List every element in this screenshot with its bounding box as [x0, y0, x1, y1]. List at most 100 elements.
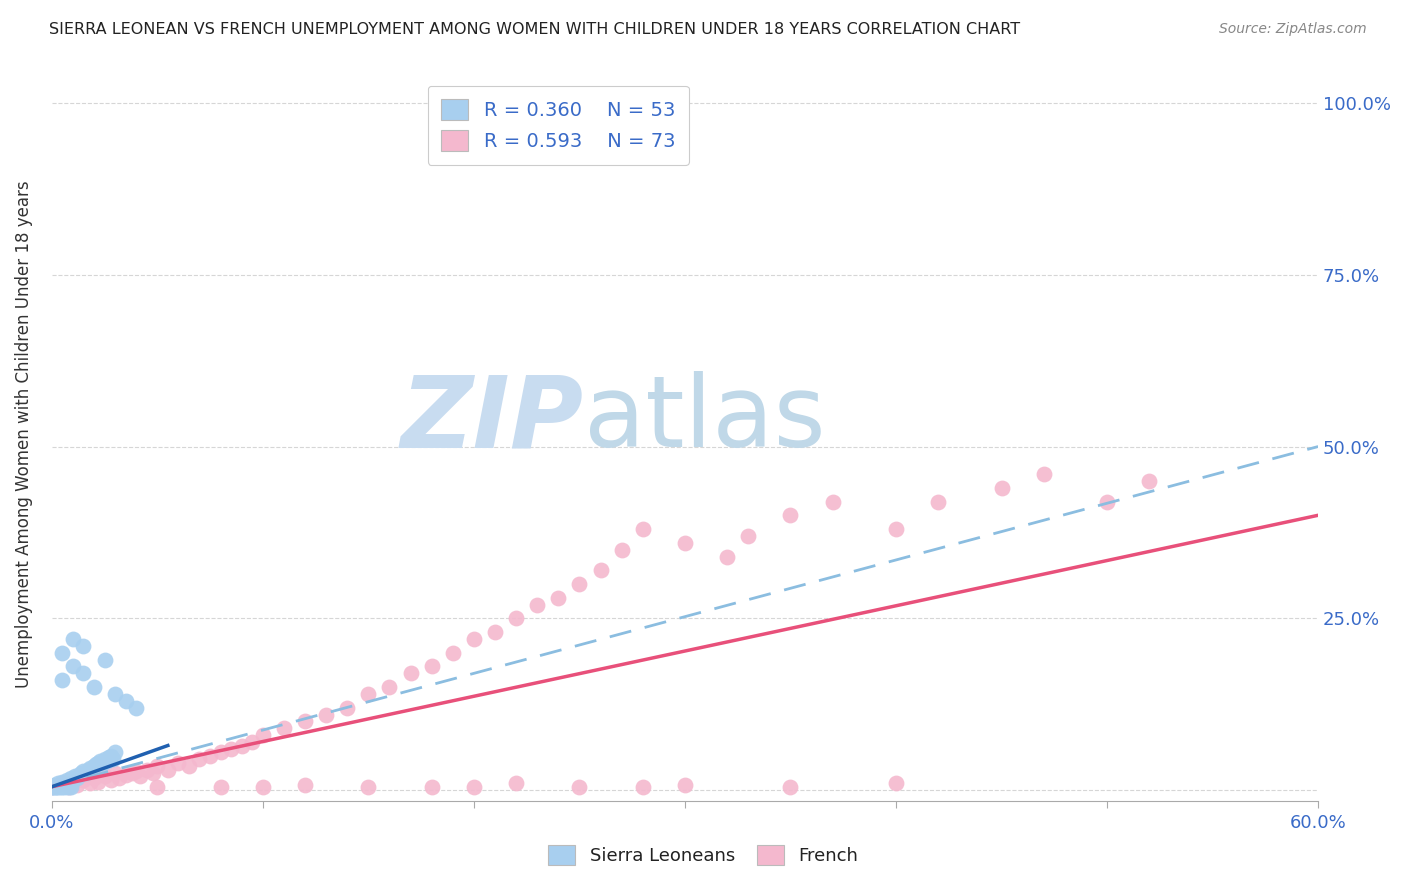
Point: [46, 778, 69, 792]
Point: [58, 780, 80, 794]
Point: [610, 542, 633, 557]
Point: [42, 778, 65, 792]
Point: [378, 680, 401, 694]
Point: [51, 673, 73, 688]
Point: [104, 745, 127, 759]
Point: [357, 780, 380, 794]
Point: [53, 776, 76, 790]
Point: [441, 646, 464, 660]
Point: [219, 742, 242, 756]
Point: [505, 611, 527, 625]
Point: [631, 522, 654, 536]
Point: [59, 780, 82, 794]
Point: [93, 752, 115, 766]
Point: [75, 766, 97, 780]
Point: [336, 700, 359, 714]
Point: [72, 764, 94, 778]
Point: [1137, 474, 1160, 488]
Point: [420, 780, 443, 794]
Point: [55, 772, 77, 787]
Point: [66, 771, 89, 785]
Point: [1032, 467, 1054, 481]
Point: [779, 508, 801, 523]
Legend: R = 0.360    N = 53, R = 0.593    N = 73: R = 0.360 N = 53, R = 0.593 N = 73: [427, 86, 689, 165]
Point: [93, 769, 115, 783]
Point: [46, 778, 69, 792]
Point: [188, 752, 211, 766]
Point: [231, 739, 253, 753]
Point: [62, 775, 84, 789]
Legend: Sierra Leoneans, French: Sierra Leoneans, French: [541, 838, 865, 872]
Text: atlas: atlas: [583, 371, 825, 468]
Y-axis label: Unemployment Among Women with Children Under 18 years: Unemployment Among Women with Children U…: [15, 181, 32, 689]
Point: [357, 687, 380, 701]
Point: [45, 780, 67, 794]
Point: [79, 776, 101, 790]
Point: [463, 632, 485, 646]
Point: [100, 772, 122, 787]
Point: [399, 666, 422, 681]
Text: Source: ZipAtlas.com: Source: ZipAtlas.com: [1219, 22, 1367, 37]
Point: [990, 481, 1012, 495]
Point: [91, 757, 114, 772]
Point: [41, 780, 63, 794]
Point: [526, 598, 548, 612]
Point: [41, 780, 63, 794]
Point: [42, 780, 65, 794]
Point: [252, 728, 274, 742]
Point: [104, 687, 127, 701]
Point: [927, 494, 949, 508]
Point: [821, 494, 844, 508]
Point: [72, 639, 94, 653]
Point: [45, 780, 67, 794]
Point: [101, 752, 124, 766]
Point: [209, 780, 232, 794]
Point: [83, 759, 105, 773]
Point: [80, 764, 103, 778]
Text: ZIP: ZIP: [401, 371, 583, 468]
Point: [58, 775, 80, 789]
Point: [315, 707, 337, 722]
Point: [51, 775, 73, 789]
Point: [884, 776, 907, 790]
Point: [41, 780, 63, 794]
Point: [62, 659, 84, 673]
Point: [51, 776, 73, 790]
Point: [568, 780, 591, 794]
Point: [59, 771, 82, 785]
Point: [55, 780, 77, 794]
Point: [252, 780, 274, 794]
Point: [114, 694, 136, 708]
Point: [631, 780, 654, 794]
Point: [177, 759, 200, 773]
Point: [67, 768, 90, 782]
Point: [87, 775, 110, 789]
Point: [547, 591, 569, 605]
Point: [568, 577, 591, 591]
Point: [104, 766, 127, 780]
Point: [737, 529, 759, 543]
Point: [66, 778, 89, 792]
Point: [156, 763, 179, 777]
Point: [93, 652, 115, 666]
Point: [167, 756, 190, 770]
Point: [83, 771, 105, 785]
Point: [89, 755, 111, 769]
Point: [51, 646, 73, 660]
Point: [72, 666, 94, 681]
Point: [70, 766, 93, 780]
Point: [884, 522, 907, 536]
Point: [83, 680, 105, 694]
Point: [46, 780, 69, 794]
Point: [129, 769, 152, 783]
Point: [716, 549, 738, 564]
Point: [420, 659, 443, 673]
Point: [114, 768, 136, 782]
Point: [1095, 494, 1118, 508]
Point: [72, 772, 94, 787]
Point: [96, 755, 118, 769]
Point: [49, 778, 72, 792]
Point: [53, 780, 76, 794]
Point: [46, 776, 69, 790]
Point: [142, 766, 165, 780]
